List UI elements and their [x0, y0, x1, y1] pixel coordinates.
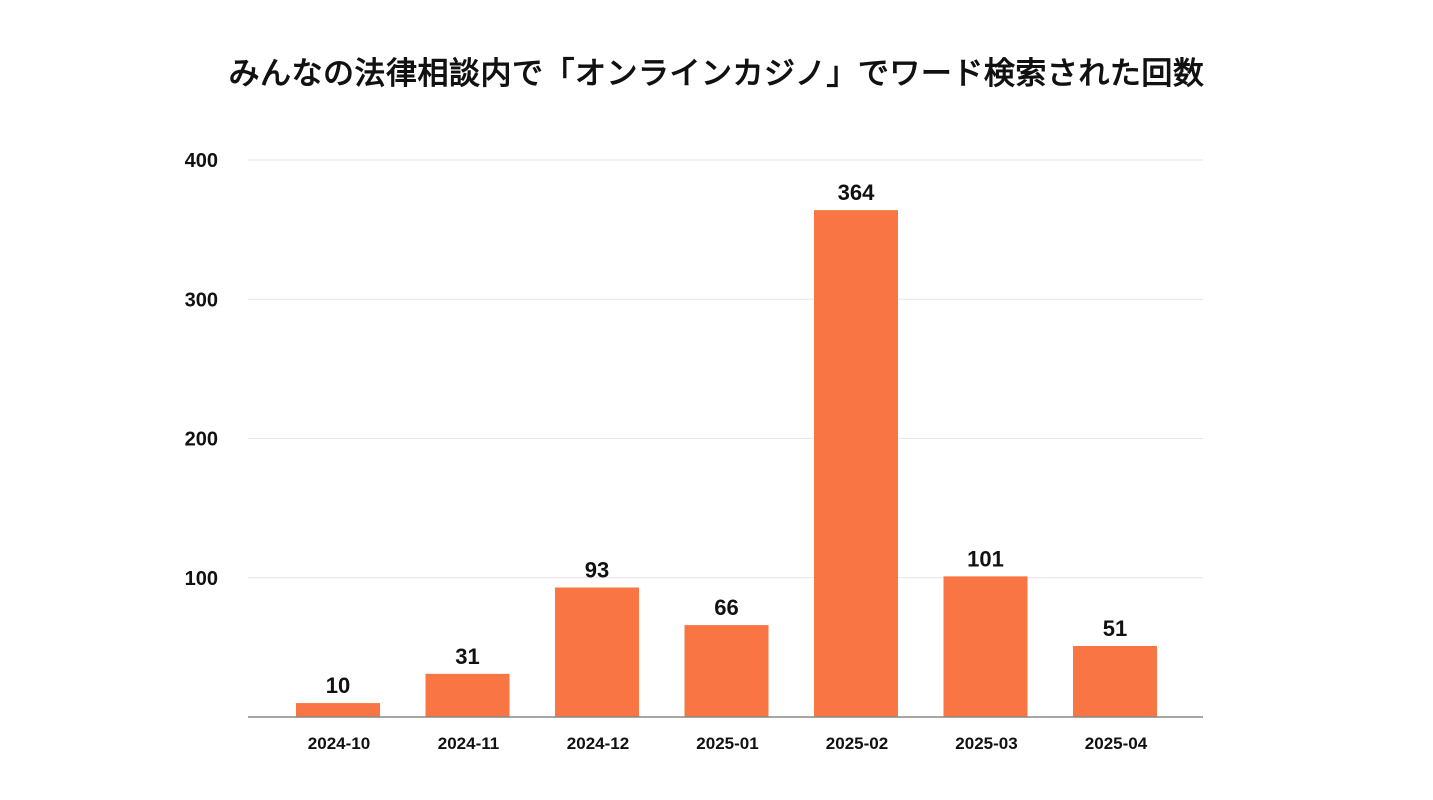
data-label: 364	[838, 180, 875, 205]
y-tick-label: 300	[185, 289, 218, 311]
x-tick-label: 2024-11	[438, 734, 499, 753]
y-tick-label: 400	[185, 150, 218, 172]
x-tick-label: 2024-10	[308, 734, 370, 753]
data-labels: 10 31 93 66 364 101 51	[326, 180, 1127, 698]
y-tick-label: 200	[185, 429, 218, 451]
data-label: 93	[585, 557, 609, 582]
data-label: 31	[455, 644, 479, 669]
bar	[425, 673, 510, 717]
bar	[296, 703, 380, 717]
bar	[684, 625, 769, 717]
x-tick-label: 2025-03	[955, 734, 1017, 753]
bar	[555, 587, 639, 717]
gridlines	[248, 159, 1203, 579]
chart-title: みんなの法律相談内で「オンラインカジノ」でワード検索された回数	[228, 56, 1205, 92]
bar	[943, 576, 1028, 717]
bar	[814, 210, 898, 717]
y-axis-ticks: 100 200 300 400	[185, 150, 218, 590]
y-tick-label: 100	[185, 568, 218, 590]
data-label: 51	[1103, 616, 1127, 641]
data-label: 66	[714, 595, 738, 620]
x-tick-label: 2025-01	[696, 734, 758, 753]
x-axis-ticks: 2024-10 2024-11 2024-12 2025-01 2025-02 2025-…	[308, 734, 1148, 753]
data-label: 101	[967, 546, 1004, 571]
data-label: 10	[326, 673, 350, 698]
x-tick-label: 2025-04	[1085, 734, 1148, 753]
x-tick-label: 2025-02	[826, 734, 888, 753]
bar	[1073, 645, 1157, 717]
x-tick-label: 2024-12	[567, 734, 629, 753]
bars	[296, 210, 1157, 717]
